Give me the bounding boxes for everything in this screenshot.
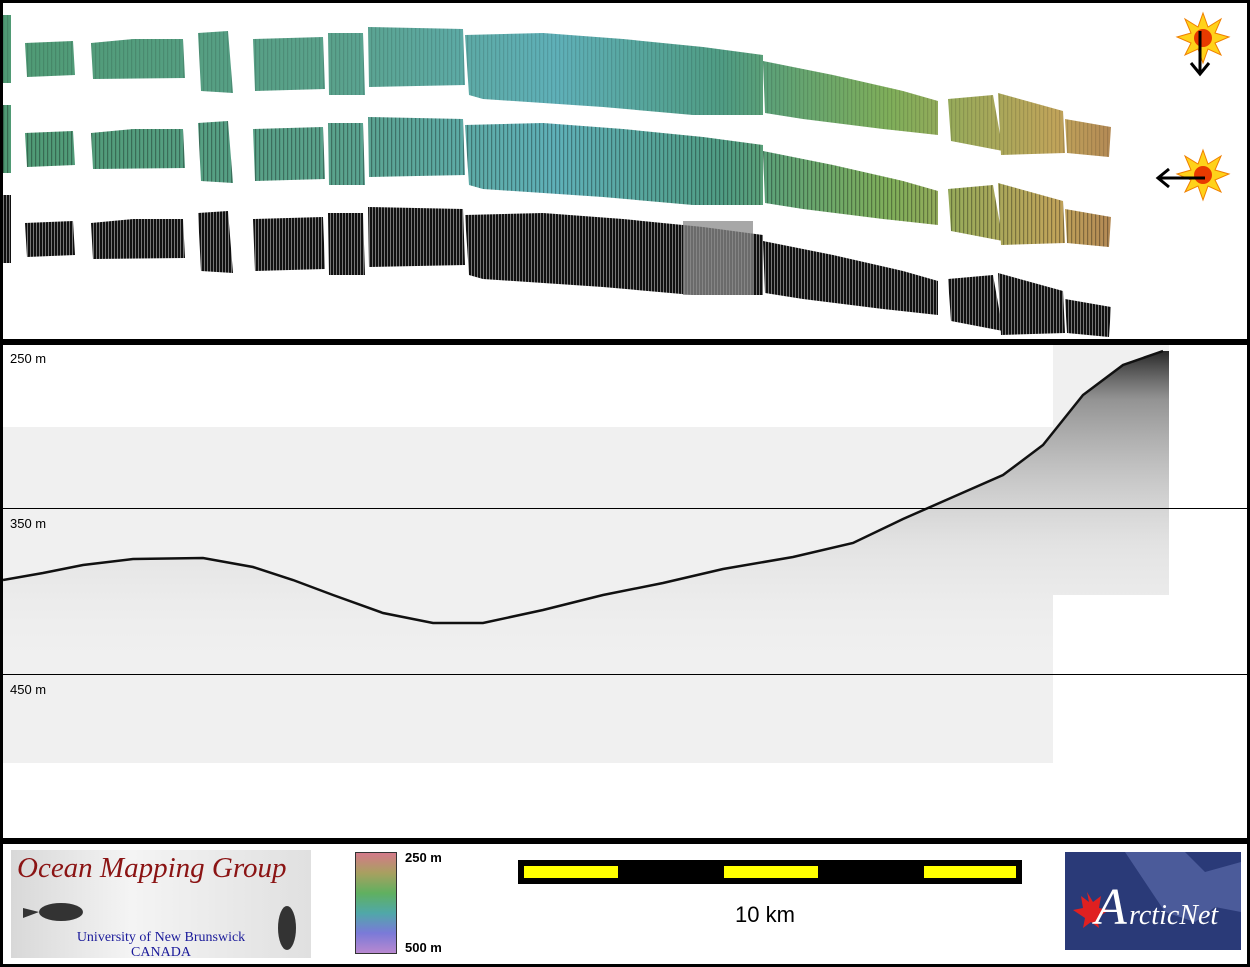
depth-colour-bar [355, 852, 397, 954]
arcticnet-logo-text: rcticNet [1129, 900, 1219, 931]
bathymetry-strips-panel [3, 3, 1247, 339]
arcticnet-logo: A rcticNet [1065, 852, 1241, 950]
scale-bar [518, 860, 1022, 884]
scale-bar-segment [724, 866, 818, 878]
subbottom-profile [3, 345, 1169, 763]
strip-greyscale-backscatter [3, 195, 1111, 337]
arcticnet-logo-initial: A [1095, 879, 1127, 936]
omg-logo-title: Ocean Mapping Group [17, 852, 287, 884]
omg-logo-country: CANADA [131, 945, 191, 960]
colour-bar-bottom-label: 500 m [405, 940, 442, 955]
arrow-left-icon [1155, 167, 1205, 189]
sun-icon [1175, 148, 1231, 202]
omg-logo: Ocean Mapping Group University of New Br… [11, 850, 311, 960]
footer-panel: Ocean Mapping Group University of New Br… [3, 844, 1247, 964]
scale-bar-segment [524, 866, 618, 878]
scale-bar-label: 10 km [735, 902, 795, 927]
depth-gridline [3, 508, 1247, 509]
arrow-down-icon [1189, 31, 1211, 77]
omg-logo-fish-graphic [23, 903, 83, 921]
arcticnet-map-graphic [1073, 852, 1241, 928]
bathymetry-strips [3, 15, 1111, 337]
depth-label-250: 250 m [10, 351, 47, 366]
scale-bar-segment [924, 866, 1016, 878]
omg-logo-university: University of New Brunswick [76, 930, 246, 945]
omg-logo-fish-graphic [278, 906, 296, 950]
colour-bar-top-label: 250 m [405, 850, 442, 865]
strip-colour-backscatter [3, 105, 1111, 247]
strip-shaded-relief [3, 15, 1111, 157]
depth-label-350: 350 m [10, 516, 47, 531]
depth-label-450: 450 m [10, 682, 47, 697]
depth-gridline [3, 674, 1247, 675]
subbottom-profile-panel: 250 m 350 m 450 m [3, 345, 1247, 838]
